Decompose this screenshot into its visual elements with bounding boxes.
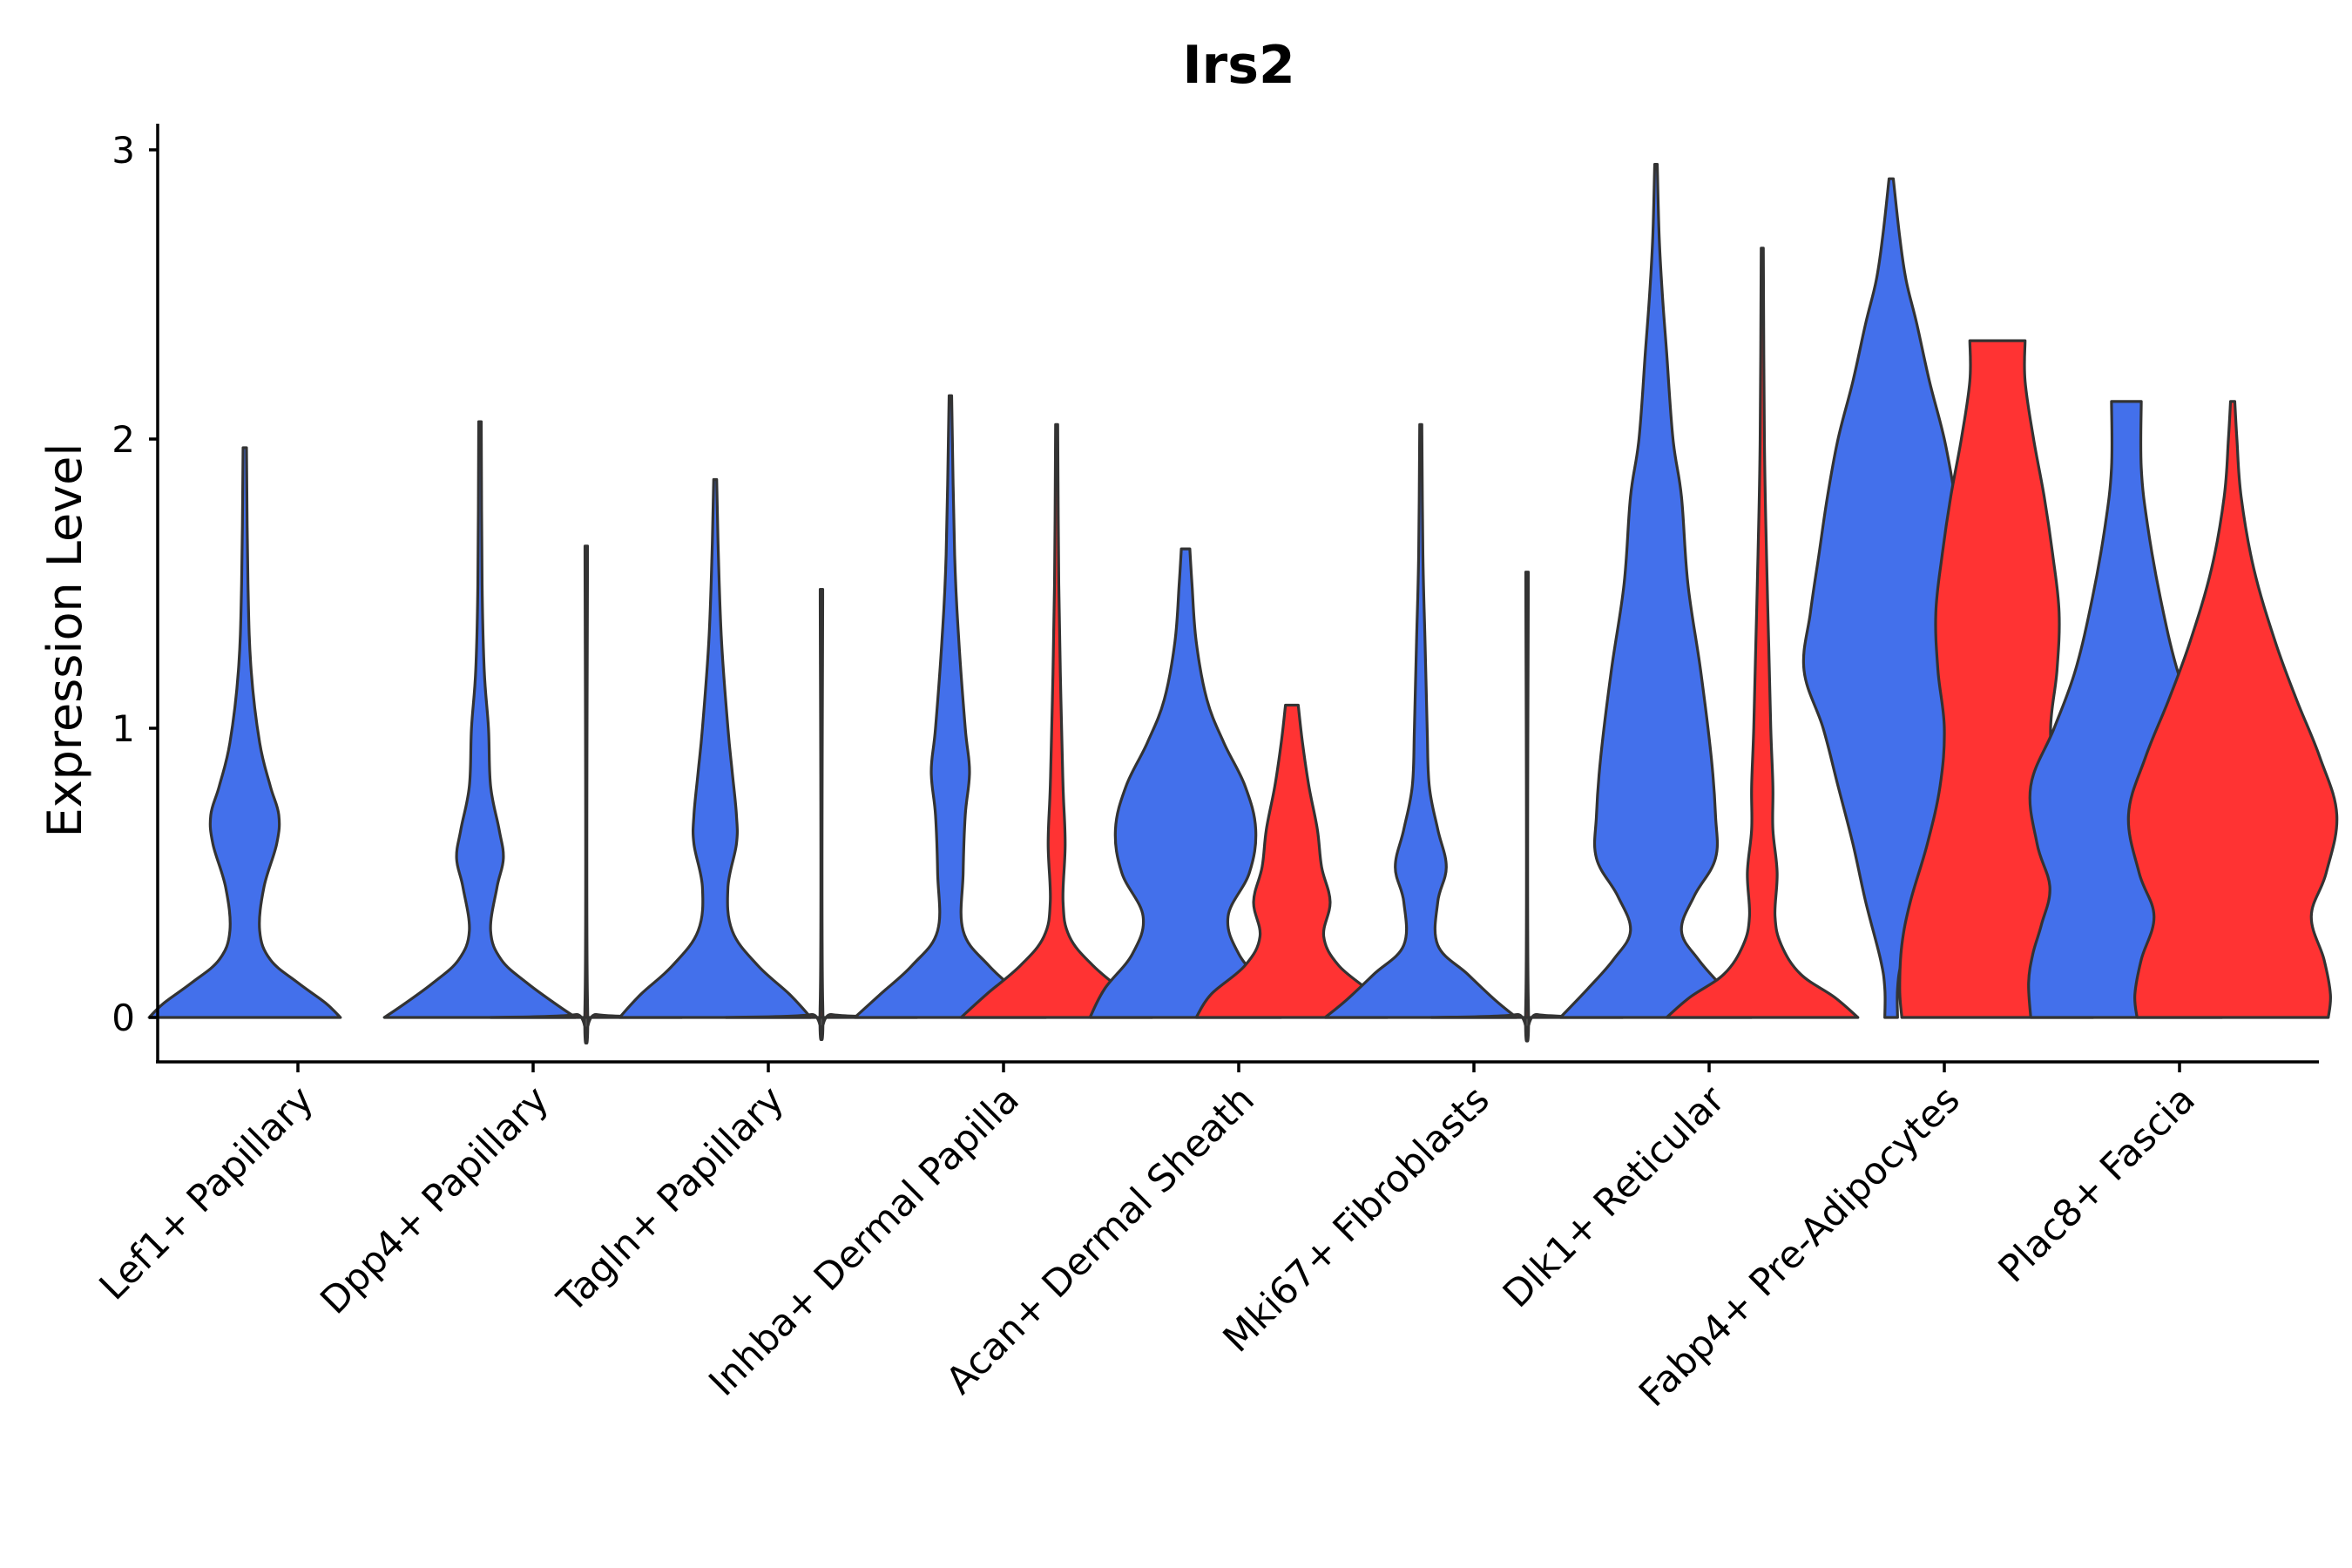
violin-inhba-dermal-papilla-group1 [853, 394, 1048, 1019]
violin-dlk1-reticular-group1 [1558, 163, 1754, 1019]
violin-lef1-papillary-group1 [147, 446, 342, 1019]
violin-dlk1-reticular-group2 [1665, 247, 1860, 1019]
x-tick-label: Dlk1+ Reticular [1495, 1078, 1734, 1316]
violin-layer [147, 163, 2339, 1044]
violin-inhba-dermal-papilla-group2 [959, 422, 1154, 1019]
x-tick-label: Plac8+ Fascia [1990, 1078, 2204, 1291]
violin-tagln-papillary-group2 [724, 588, 919, 1042]
chart-title: Irs2 [1182, 35, 1294, 96]
y-axis-label: Expression Level [37, 443, 92, 838]
y-tick-label: 2 [112, 418, 135, 461]
violin-dpp4-papillary-group2 [489, 544, 684, 1044]
x-tick-label: Dpp4+ Papillary [313, 1078, 558, 1322]
y-tick-label: 1 [112, 707, 135, 750]
y-tick-label: 0 [112, 997, 135, 1039]
x-tick-label: Lef1+ Papillary [91, 1078, 322, 1308]
violin-plac8-fascia-group2 [2126, 400, 2339, 1019]
x-tick-label: Mki67+ Fibroblasts [1215, 1078, 1498, 1361]
violin-acan-dermal-sheath-group2 [1194, 703, 1389, 1019]
y-tick-label: 3 [112, 129, 135, 172]
violin-tagln-papillary-group1 [618, 477, 813, 1019]
x-tick-label: Tagln+ Papillary [549, 1078, 793, 1321]
violin-acan-dermal-sheath-group1 [1088, 547, 1283, 1019]
violin-mki67-fibroblasts-group2 [1429, 571, 1625, 1043]
violin-mki67-fibroblasts-group1 [1323, 422, 1518, 1019]
violin-dpp4-papillary-group1 [382, 420, 578, 1019]
y-ticks: 0 1 2 3 [112, 129, 158, 1039]
